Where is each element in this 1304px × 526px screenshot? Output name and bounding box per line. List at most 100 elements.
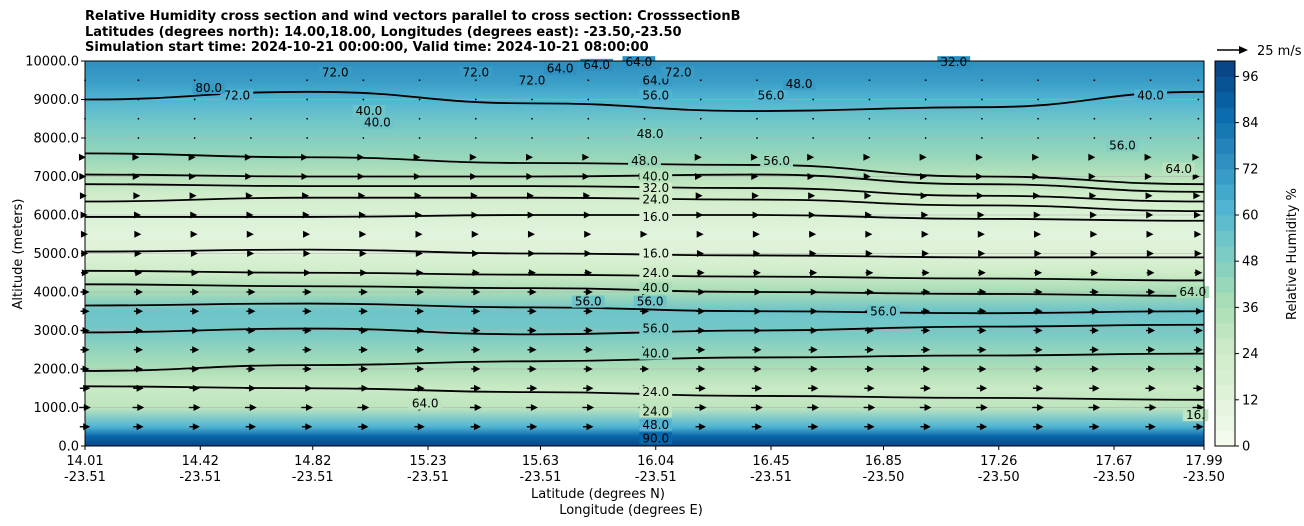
wind-vector-head (1088, 153, 1096, 161)
wind-vector-head (470, 173, 478, 180)
wind-vector (527, 346, 537, 354)
wind-vector (639, 365, 650, 373)
wind-vector-head (526, 192, 534, 200)
wind-vector (584, 269, 593, 277)
wind-vector (358, 192, 366, 200)
wind-vector (752, 307, 762, 315)
wind-vector-head (809, 230, 817, 238)
contour-label: 40.0 (642, 170, 669, 184)
wind-vector-head (1032, 153, 1040, 161)
wind-vector-head (1148, 423, 1156, 431)
wind-vector (695, 384, 706, 392)
wind-vector (471, 211, 479, 219)
wind-vector (306, 79, 309, 82)
wind-vector-head (248, 288, 256, 296)
wind-vector-head (866, 269, 874, 277)
wind-vector (246, 307, 256, 315)
wind-vector-head (135, 269, 143, 277)
wind-vector (132, 404, 145, 411)
wind-vector (977, 288, 987, 296)
wind-vector-head (248, 327, 256, 334)
wind-vector-head (304, 288, 312, 296)
wind-vector-head (473, 288, 481, 296)
wind-vector (357, 153, 365, 161)
wind-vector-head (866, 327, 874, 334)
wind-vector (79, 192, 87, 200)
contour-label: 16.0 (642, 247, 669, 261)
contour-label-background (639, 386, 673, 399)
colorbar-band (1215, 430, 1235, 447)
wind-vector (246, 211, 254, 219)
wind-vector-head (1194, 250, 1202, 257)
wind-vector-head (1036, 404, 1044, 411)
wind-vector (980, 98, 983, 101)
wind-vector-head (1090, 230, 1098, 238)
wind-vector-head (807, 153, 815, 161)
wind-vector (249, 79, 252, 82)
wind-vector-head (922, 269, 930, 277)
wind-vector (190, 269, 199, 277)
wind-vector (133, 346, 143, 354)
wind-vector (583, 288, 593, 296)
wind-vector (189, 192, 197, 200)
colorbar-frame (1214, 60, 1236, 447)
wind-vector-head (135, 365, 143, 373)
colorbar-band (1215, 307, 1235, 324)
colorbar-band (1215, 107, 1235, 124)
wind-vector-head (1035, 269, 1043, 277)
wind-vector-head (810, 288, 818, 296)
colorbar-label: Relative Humidity % (1285, 188, 1300, 320)
contour-label-background (633, 295, 667, 308)
wind-vector-head (358, 192, 366, 200)
wind-vector-head (921, 230, 929, 238)
wind-vector (303, 250, 311, 257)
wind-vector-head (134, 211, 142, 219)
wind-vector (863, 404, 876, 411)
wind-vector-head (583, 192, 591, 200)
wind-vector (1093, 137, 1096, 139)
wind-vector (863, 173, 871, 180)
wind-vector (976, 173, 984, 180)
wind-vector (188, 404, 201, 411)
contour-label: 64.0 (583, 58, 610, 72)
contour-label: 24.0 (642, 385, 669, 399)
wind-vector-head (417, 384, 425, 392)
wind-vector (980, 79, 983, 82)
wind-vector-head (694, 153, 702, 161)
wind-vector (469, 404, 482, 411)
wind-vector (583, 211, 591, 219)
wind-vector (137, 137, 140, 139)
wind-vector (751, 192, 759, 200)
wind-vector-head (1091, 327, 1099, 334)
colorbar-band (1215, 153, 1235, 170)
wind-vector (470, 384, 482, 392)
wind-vector-head (750, 153, 758, 161)
wind-vector-head (868, 404, 876, 411)
wind-vector-head (979, 365, 987, 373)
wind-vector-head (304, 327, 312, 334)
wind-vector-head (361, 423, 369, 431)
wind-vector-head (192, 346, 200, 354)
wind-vector (864, 384, 875, 392)
wind-vector (752, 365, 762, 373)
wind-vector (699, 79, 702, 82)
wind-vector-head (1195, 327, 1203, 334)
wind-vector-head (923, 288, 931, 296)
wind-vector (1193, 327, 1203, 334)
wind-vector (302, 327, 312, 334)
contour-label-background (639, 89, 673, 102)
y-tick-label: 4000.0 (34, 286, 80, 301)
wind-vector-head (754, 327, 762, 334)
wind-vector-head (923, 384, 931, 392)
wind-vector (583, 423, 594, 431)
wind-vector-head (305, 404, 313, 411)
wind-vector (414, 384, 425, 392)
wind-vector-head (191, 269, 199, 277)
wind-vector (471, 288, 481, 296)
wind-vector-head (82, 327, 90, 334)
wind-vector (302, 365, 312, 373)
wind-vector (976, 404, 988, 411)
wind-vector (190, 211, 198, 219)
wind-vector-head (1091, 288, 1099, 296)
wind-vector-head (751, 192, 759, 200)
